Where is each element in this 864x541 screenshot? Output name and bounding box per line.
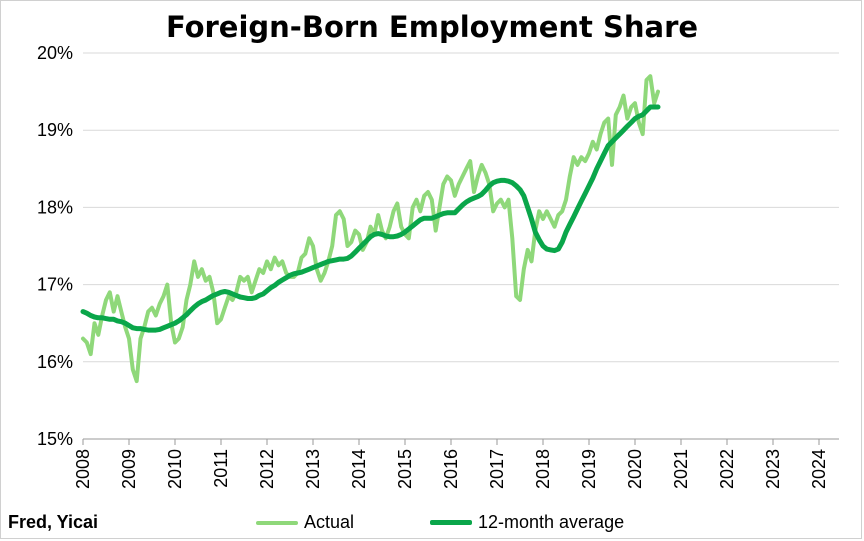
x-tick-label: 2012 (257, 449, 277, 489)
source-label: Fred, Yicai (8, 512, 99, 532)
x-tick-label: 2016 (441, 449, 461, 489)
x-tick-label: 2020 (625, 449, 645, 489)
legend-swatch-actual (256, 520, 298, 525)
chart-title: Foreign-Born Employment Share (165, 10, 699, 44)
x-tick-label: 2017 (487, 449, 507, 489)
axes (82, 438, 839, 445)
y-tick-label: 15% (37, 429, 73, 449)
x-tick-label: 2024 (809, 449, 829, 489)
x-tick-label: 2018 (533, 449, 553, 489)
x-tick-label: 2021 (671, 449, 691, 489)
x-tick-label: 2008 (73, 449, 93, 489)
legend-label-average: 12-month average (478, 512, 625, 532)
x-tick-label: 2019 (579, 449, 599, 489)
x-tick-label: 2009 (119, 449, 139, 489)
y-tick-label: 16% (37, 352, 73, 372)
legend-swatch-average (430, 520, 472, 525)
legend-label-actual: Actual (304, 512, 355, 532)
y-tick-label: 19% (37, 120, 73, 140)
x-tick-labels: 2008 2009 2010 2011 2012 2013 2014 2015 2016 2017… (73, 449, 829, 489)
y-tick-label: 18% (37, 197, 73, 217)
y-tick-label: 20% (37, 43, 73, 63)
x-tick-label: 2011 (211, 449, 231, 488)
y-tick-label: 17% (37, 275, 73, 295)
x-tick-label: 2022 (717, 449, 737, 489)
x-tick-label: 2014 (349, 449, 369, 489)
y-tick-labels: 15% 16% 17% 18% 19% 20% (37, 43, 73, 449)
gridlines (83, 52, 839, 363)
series-line-average (80, 104, 661, 333)
x-tick-label: 2015 (395, 449, 415, 489)
x-tick-label: 2013 (303, 449, 323, 489)
x-tick-label: 2010 (165, 449, 185, 489)
legend-item-average: 12-month average (430, 512, 624, 533)
series-lines (80, 74, 661, 384)
series-line-actual (81, 74, 660, 384)
x-tick-label: 2023 (763, 449, 783, 489)
legend-item-actual: Actual (256, 512, 354, 533)
